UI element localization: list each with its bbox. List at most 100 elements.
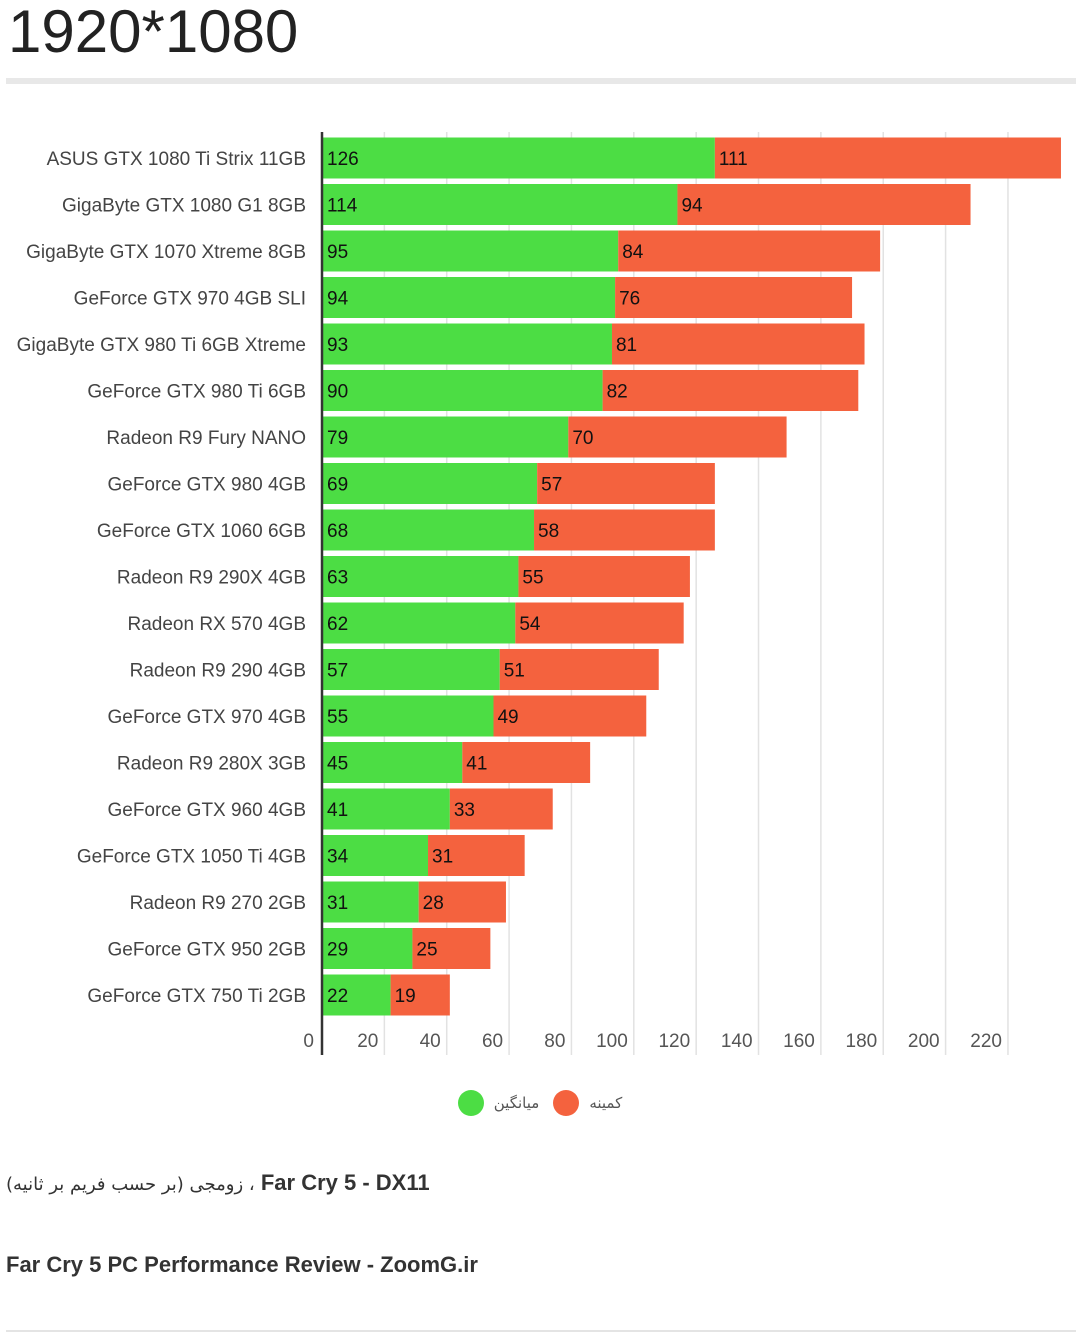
- data-label-average: 69: [327, 475, 348, 496]
- x-tick-label: 0: [303, 1031, 314, 1052]
- category-label: Radeon R9 270 2GB: [130, 893, 306, 914]
- data-label-minimum: 25: [416, 940, 437, 961]
- heading-divider: [6, 78, 1076, 84]
- data-label-minimum: 94: [681, 196, 703, 217]
- bar-minimum: [602, 370, 859, 411]
- bar-average: [322, 509, 535, 551]
- bar-minimum: [714, 137, 1061, 179]
- bar-minimum: [534, 509, 715, 551]
- x-tick-label: 100: [596, 1031, 628, 1052]
- data-label-minimum: 19: [395, 986, 416, 1007]
- category-label: ASUS GTX 1080 Ti Strix 11GB: [47, 149, 306, 170]
- bar-minimum: [462, 742, 591, 783]
- stacked-bar-chart: ASUS GTX 1080 Ti Strix 11GB 126 111 GigaByt…: [17, 132, 1061, 1055]
- category-label: GeForce GTX 980 4GB: [107, 475, 306, 496]
- bar-average: [322, 835, 429, 876]
- legend-label-avg: میانگین: [493, 1094, 540, 1112]
- data-label-minimum: 111: [719, 149, 748, 170]
- data-label-minimum: 49: [497, 707, 518, 728]
- data-label-average: 29: [327, 940, 348, 961]
- data-label-minimum: 82: [607, 382, 628, 403]
- x-tick-label: 120: [658, 1031, 690, 1052]
- data-label-minimum: 58: [538, 521, 559, 542]
- legend-label-min: کمینه: [589, 1094, 623, 1112]
- bar-average: [322, 788, 450, 830]
- bar-average: [322, 370, 603, 411]
- data-label-average: 62: [327, 614, 348, 635]
- data-label-average: 22: [327, 986, 348, 1007]
- data-label-minimum: 81: [616, 335, 637, 356]
- category-label: GigaByte GTX 1070 Xtreme 8GB: [26, 242, 306, 263]
- data-label-minimum: 84: [622, 242, 644, 263]
- bar-average: [322, 695, 494, 737]
- bar-average: [322, 230, 619, 272]
- bar-average: [322, 974, 391, 1016]
- category-label: GigaByte GTX 1080 G1 8GB: [62, 196, 306, 217]
- bar-minimum: [611, 323, 865, 365]
- bar-average: [322, 277, 616, 318]
- bar-minimum: [615, 277, 853, 318]
- category-label: Radeon R9 290X 4GB: [117, 568, 306, 589]
- data-label-average: 93: [327, 335, 348, 356]
- category-label: GeForce GTX 970 4GB: [107, 707, 306, 728]
- source-line: Far Cry 5 PC Performance Review - ZoomG.…: [6, 1252, 478, 1277]
- bar-minimum: [518, 556, 690, 597]
- data-label-minimum: 54: [519, 614, 541, 635]
- data-label-average: 63: [327, 568, 348, 589]
- bar-average: [322, 184, 678, 225]
- data-label-average: 94: [327, 289, 349, 310]
- x-tick-label: 200: [908, 1031, 940, 1052]
- bar-minimum: [537, 463, 715, 504]
- x-tick-label: 60: [482, 1031, 503, 1052]
- category-label: GeForce GTX 1050 Ti 4GB: [77, 847, 306, 868]
- data-label-minimum: 51: [504, 661, 525, 682]
- bar-minimum: [449, 788, 553, 830]
- data-label-average: 126: [327, 149, 359, 170]
- category-label: Radeon R9 290 4GB: [130, 661, 306, 682]
- data-label-average: 95: [327, 242, 348, 263]
- data-label-minimum: 31: [432, 847, 453, 868]
- category-label: GeForce GTX 950 2GB: [107, 940, 306, 961]
- bar-minimum: [499, 649, 659, 690]
- bar-minimum: [493, 695, 647, 737]
- category-label: GeForce GTX 750 Ti 2GB: [87, 986, 306, 1007]
- bar-minimum: [390, 974, 450, 1016]
- x-tick-label: 220: [970, 1031, 1002, 1052]
- bar-average: [322, 602, 516, 644]
- bar-average: [322, 881, 419, 923]
- data-label-average: 41: [327, 800, 348, 821]
- x-tick-label: 80: [544, 1031, 565, 1052]
- caption-subtitle: (بر حسب فریم بر ثانیه) زومجی ،: [6, 1174, 255, 1195]
- bar-average: [322, 928, 413, 969]
- category-label: GeForce GTX 960 4GB: [107, 800, 306, 821]
- category-label: GeForce GTX 1060 6GB: [97, 521, 306, 542]
- bar-average: [322, 742, 463, 783]
- bar-minimum: [515, 602, 684, 644]
- legend-item-avg: میانگین: [457, 1090, 540, 1116]
- data-label-average: 34: [327, 847, 349, 868]
- data-label-average: 55: [327, 707, 348, 728]
- bar-average: [322, 323, 612, 365]
- bottom-divider: [6, 1330, 1076, 1332]
- data-label-minimum: 28: [423, 893, 444, 914]
- data-label-minimum: 57: [541, 475, 562, 496]
- bar-average: [322, 463, 538, 504]
- bar-minimum: [428, 835, 525, 876]
- bar-minimum: [618, 230, 881, 272]
- bar-average: [322, 137, 715, 179]
- bar-minimum: [677, 184, 971, 225]
- data-label-average: 57: [327, 661, 348, 682]
- x-tick-label: 40: [420, 1031, 441, 1052]
- data-label-minimum: 33: [454, 800, 475, 821]
- bar-average: [322, 556, 519, 597]
- data-label-minimum: 76: [619, 289, 640, 310]
- legend-item-min: کمینه: [553, 1090, 622, 1116]
- category-label: Radeon RX 570 4GB: [127, 614, 306, 635]
- chart-legend: کمینه میانگین: [0, 1090, 1080, 1116]
- x-tick-label: 180: [846, 1031, 878, 1052]
- x-tick-label: 20: [357, 1031, 378, 1052]
- bar-average: [322, 649, 500, 690]
- data-label-average: 90: [327, 382, 348, 403]
- legend-swatch-min: [553, 1090, 580, 1116]
- category-label: Radeon R9 280X 3GB: [117, 754, 306, 775]
